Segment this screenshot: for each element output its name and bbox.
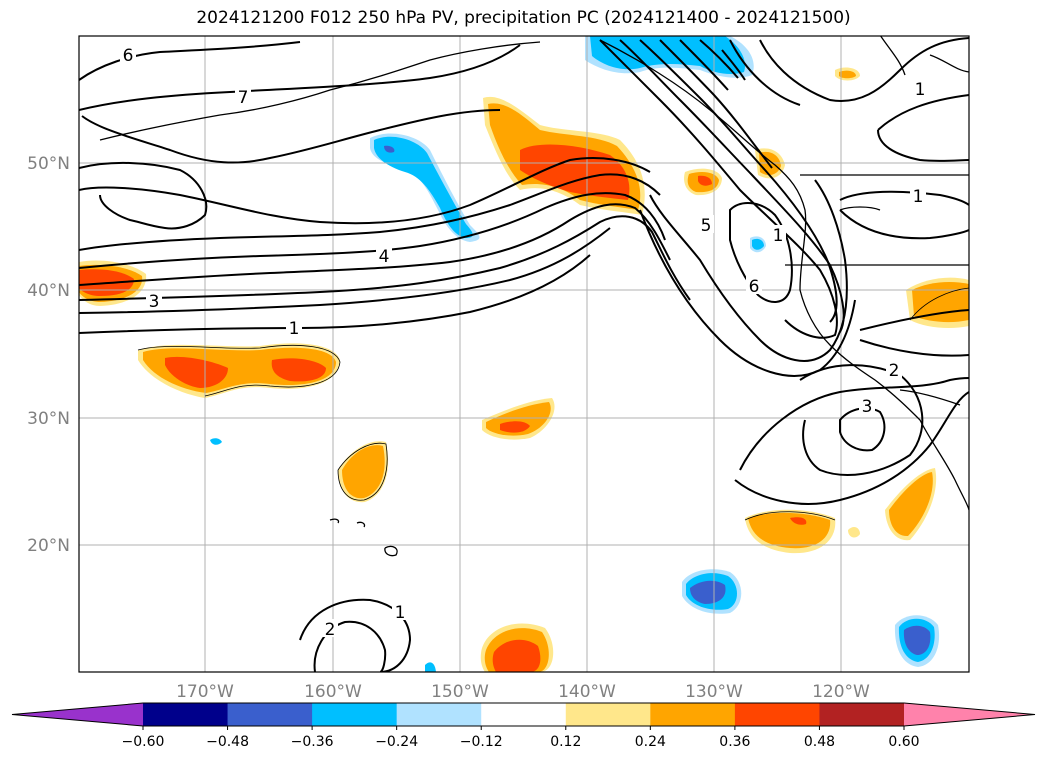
contour-label: 1 xyxy=(913,187,924,207)
colorbar-extend-low xyxy=(12,703,143,726)
precip-positive-areas xyxy=(79,67,969,672)
colorbar: −0.60 −0.48 −0.36 −0.24 −0.12 0.12 0.24 0.36 0.4… xyxy=(11,702,1036,750)
colorbar-tick-label: 0.24 xyxy=(635,734,666,750)
contour-label: 3 xyxy=(862,397,873,417)
colorbar-segment xyxy=(312,703,398,726)
colorbar-segment xyxy=(565,703,651,726)
map-border xyxy=(78,35,970,673)
colorbar-segment xyxy=(734,703,820,726)
thin-contours xyxy=(137,287,969,521)
lon-label: 170°W xyxy=(176,682,234,702)
colorbar-tick-label: 0.36 xyxy=(719,734,750,750)
colorbar-segment xyxy=(819,703,905,726)
map-title: 2024121200 F012 250 hPa PV, precipitatio… xyxy=(196,8,851,28)
contour-label: 1 xyxy=(289,319,300,339)
colorbar-tick-label: −0.24 xyxy=(375,734,418,750)
colorbar-segment xyxy=(227,703,313,726)
colorbar-tick-label: −0.36 xyxy=(291,734,334,750)
contour-label: 3 xyxy=(149,292,160,312)
contour-label: 1 xyxy=(395,603,406,623)
colorbar-segment xyxy=(481,703,567,726)
colorbar-tick-label: −0.12 xyxy=(460,734,503,750)
contour-label: 2 xyxy=(325,620,336,640)
colorbar-segment xyxy=(143,703,229,726)
contour-labels: 6 7 4 3 1 1 1 1 5 6 2 3 2 1 xyxy=(120,44,928,640)
colorbar-tick-label: 0.48 xyxy=(804,734,835,750)
colorbar-extend-high xyxy=(904,703,1035,726)
lon-label: 120°W xyxy=(812,682,870,702)
pv-contours xyxy=(79,37,969,672)
colorbar-tick-label: 0.12 xyxy=(550,734,581,750)
lon-label: 160°W xyxy=(304,682,362,702)
latitude-labels: 50°N 40°N 30°N 20°N xyxy=(27,154,70,556)
contour-label: 6 xyxy=(123,46,134,66)
lat-lon-grid xyxy=(79,36,969,672)
colorbar-segment xyxy=(396,703,482,726)
lat-label: 30°N xyxy=(27,409,70,429)
lon-label: 150°W xyxy=(431,682,489,702)
contour-label: 6 xyxy=(749,277,760,297)
lat-label: 20°N xyxy=(27,536,70,556)
longitude-labels: 170°W 160°W 150°W 140°W 130°W 120°W xyxy=(176,682,870,702)
contour-label: 4 xyxy=(379,247,390,267)
colorbar-tick-label: −0.60 xyxy=(122,734,165,750)
contour-label: 7 xyxy=(238,88,249,108)
colorbar-tick-label: −0.48 xyxy=(206,734,249,750)
lat-label: 40°N xyxy=(27,281,70,301)
contour-label: 1 xyxy=(915,80,926,100)
contour-label: 2 xyxy=(889,361,900,381)
contour-label: 1 xyxy=(773,226,784,246)
lon-label: 140°W xyxy=(558,682,616,702)
lat-label: 50°N xyxy=(27,154,70,174)
contour-label: 5 xyxy=(701,216,712,236)
colorbar-segment xyxy=(650,703,736,726)
lon-label: 130°W xyxy=(685,682,743,702)
colorbar-tick-label: 0.60 xyxy=(888,734,919,750)
